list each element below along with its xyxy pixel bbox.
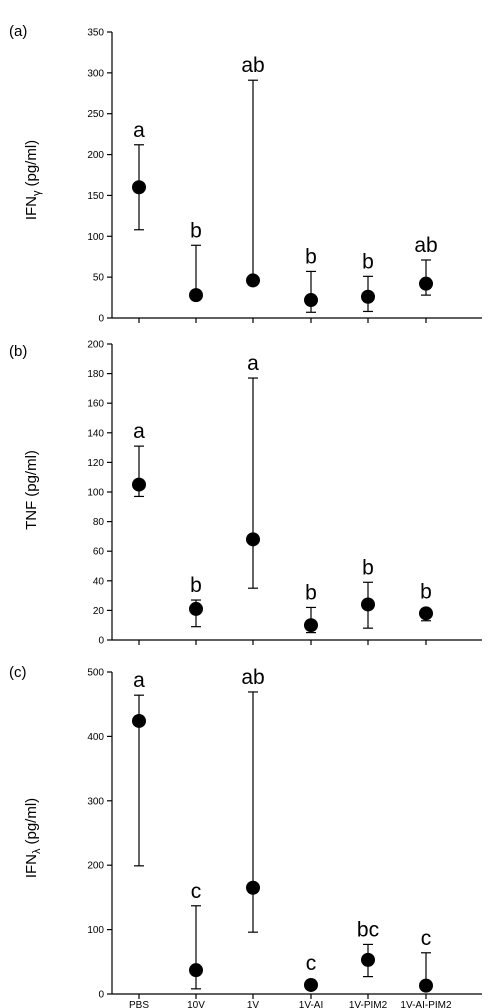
data-point xyxy=(189,601,203,616)
y-tick-label: 0 xyxy=(98,636,104,647)
y-tick-label: 250 xyxy=(87,109,104,120)
significance-label: ab xyxy=(241,666,264,689)
data-point xyxy=(419,606,433,621)
significance-label: b xyxy=(362,250,374,273)
data-point xyxy=(419,276,433,291)
y-tick-label: 350 xyxy=(87,28,104,39)
y-tick-label: 0 xyxy=(98,990,104,1001)
y-tick-label: 100 xyxy=(87,925,104,936)
data-point xyxy=(361,289,375,304)
panel-2: 0 20 40 60 80 100 120 140 160 180 200 (b) TNF(pg/ml)… xyxy=(9,340,482,647)
significance-label: b xyxy=(190,574,202,597)
category-label: 10V xyxy=(187,1000,205,1008)
data-point xyxy=(132,713,146,728)
significance-label: a xyxy=(133,119,145,142)
y-tick-label: 100 xyxy=(87,232,104,243)
significance-label: c xyxy=(421,927,432,950)
y-tick-label: 50 xyxy=(93,273,105,284)
panel-3: 0 100 200 300 400 500 PBS 10V 1V 1V-AI 1V-PIM2 1V-A… xyxy=(9,664,482,1008)
y-tick-label: 20 xyxy=(93,606,105,617)
y-tick-label: 40 xyxy=(93,576,105,587)
y-tick-label: 400 xyxy=(87,732,104,743)
panel-label: (c) xyxy=(9,664,27,681)
y-tick-label: 300 xyxy=(87,796,104,807)
panel-1: 050100150200250300350(a)IFNγ(pg/ml)ababb… xyxy=(9,23,482,325)
y-tick-label: 80 xyxy=(93,517,105,528)
data-point xyxy=(189,288,203,303)
y-tick-label: 150 xyxy=(87,191,104,202)
y-tick-label: 200 xyxy=(87,340,104,351)
data-point xyxy=(132,477,146,492)
y-axis-title: TNF(pg/ml) xyxy=(23,450,40,530)
data-point xyxy=(246,273,260,288)
significance-label: a xyxy=(133,669,145,692)
y-tick-label: 120 xyxy=(87,458,104,469)
data-point xyxy=(304,618,318,633)
data-point xyxy=(304,977,318,992)
y-axis-title: IFNγ(pg/ml) xyxy=(23,140,43,220)
data-point xyxy=(189,963,203,978)
significance-label: b xyxy=(305,245,317,268)
data-point xyxy=(361,952,375,967)
category-label: 1V-AI-PIM2 xyxy=(400,1000,452,1008)
panel-label: (a) xyxy=(9,23,27,40)
significance-label: bc xyxy=(357,918,379,941)
y-tick-label: 140 xyxy=(87,428,104,439)
significance-label: b xyxy=(362,556,374,579)
significance-label: a xyxy=(133,420,145,443)
data-point xyxy=(132,180,146,195)
significance-label: ab xyxy=(414,234,437,257)
category-label: PBS xyxy=(129,1000,149,1008)
significance-label: a xyxy=(247,352,259,375)
significance-label: c xyxy=(306,952,317,975)
category-label: 1V-AI xyxy=(299,1000,323,1008)
data-point xyxy=(246,880,260,895)
y-tick-label: 500 xyxy=(87,668,104,679)
y-tick-label: 0 xyxy=(98,314,104,325)
category-label: 1V xyxy=(247,1000,260,1008)
data-point xyxy=(419,978,433,993)
panel-label: (b) xyxy=(9,343,27,360)
data-point xyxy=(304,293,318,308)
y-tick-label: 300 xyxy=(87,68,104,79)
significance-label: c xyxy=(191,880,202,903)
y-tick-label: 180 xyxy=(87,369,104,380)
significance-label: ab xyxy=(241,54,264,77)
data-point xyxy=(246,532,260,547)
y-axis-title: IFNλ(pg/ml) xyxy=(23,798,43,878)
y-tick-label: 160 xyxy=(87,399,104,410)
y-tick-label: 200 xyxy=(87,861,104,872)
y-tick-label: 100 xyxy=(87,488,104,499)
y-tick-label: 200 xyxy=(87,150,104,161)
data-point xyxy=(361,597,375,612)
significance-label: b xyxy=(190,219,202,242)
category-label: 1V-PIM2 xyxy=(349,1000,388,1008)
y-tick-label: 60 xyxy=(93,547,105,558)
significance-label: b xyxy=(420,580,432,603)
significance-label: b xyxy=(305,581,317,604)
